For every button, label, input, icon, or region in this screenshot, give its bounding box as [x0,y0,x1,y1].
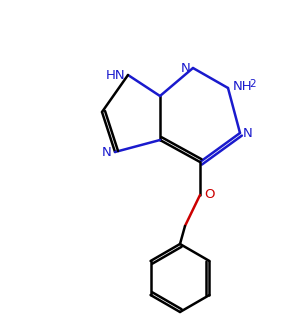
Text: 2: 2 [249,79,256,89]
Text: N: N [181,61,191,75]
Text: N: N [102,146,112,158]
Text: NH: NH [233,79,253,92]
Text: N: N [243,126,253,140]
Text: HN: HN [105,68,125,82]
Text: O: O [204,188,214,202]
